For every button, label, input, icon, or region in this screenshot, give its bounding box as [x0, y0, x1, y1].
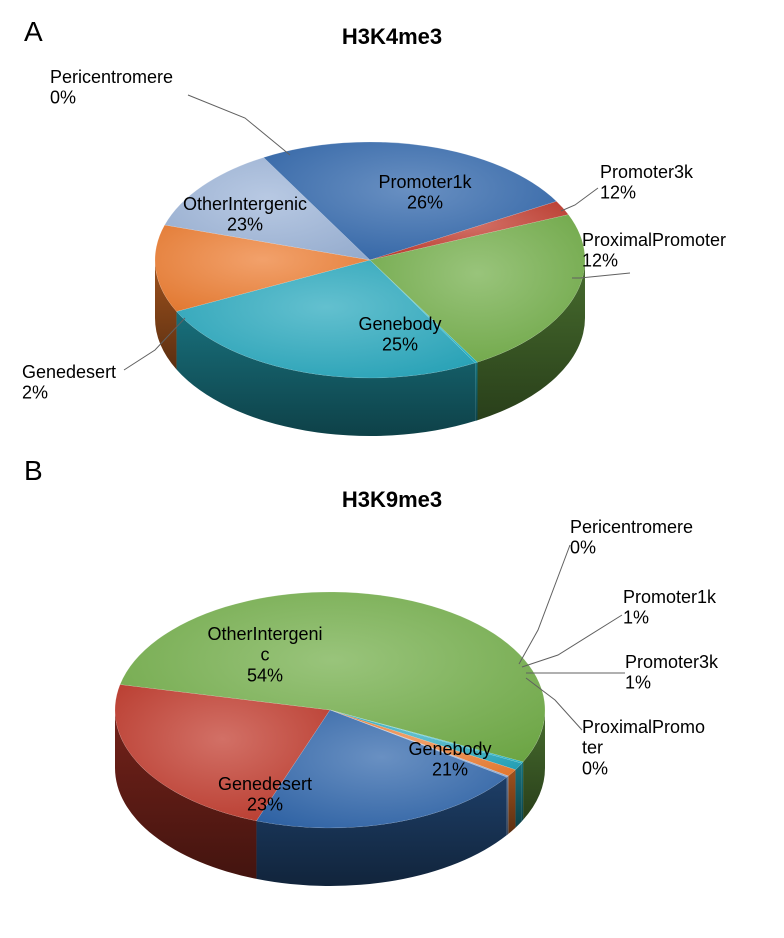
pie-top-faces — [115, 592, 545, 828]
leader-promoter3k — [561, 188, 598, 211]
label-promoter1k: Promoter1k1% — [623, 587, 717, 628]
pie-side-pericentromere — [522, 762, 523, 821]
pie-svg: Genedesert23%OtherIntergenic54%Pericentr… — [0, 455, 784, 910]
pie-side-proximalpromoter — [507, 776, 509, 835]
panel-a: AH3K4me3Pericentromere0%Promoter1k26%Pro… — [0, 10, 784, 455]
pie-top-faces — [155, 142, 585, 378]
leader-promoter1k — [522, 615, 622, 667]
label-promoter3k: Promoter3k1% — [625, 652, 719, 693]
pie-chart: Genedesert23%OtherIntergenic54%Pericentr… — [0, 455, 784, 910]
pie-side-pericentromere — [475, 362, 477, 421]
label-pericentromere: Pericentromere0% — [570, 517, 693, 558]
pie-side-promoter1k — [515, 763, 521, 827]
leader-pericentromere — [188, 95, 290, 155]
pie-chart: Pericentromere0%Promoter1k26%Promoter3k1… — [0, 10, 784, 455]
label-proximalpromoter: ProximalPromoter12% — [582, 230, 726, 271]
pie-svg: Pericentromere0%Promoter1k26%Promoter3k1… — [0, 10, 784, 455]
label-genedesert: Genedesert2% — [22, 362, 116, 403]
label-promoter3k: Promoter3k12% — [600, 162, 694, 203]
label-proximalpromoter: ProximalPromoter0% — [582, 717, 705, 778]
leader-pericentromere — [519, 545, 570, 664]
panel-b: BH3K9me3Genedesert23%OtherIntergenic54%P… — [0, 455, 784, 910]
label-pericentromere: Pericentromere0% — [50, 67, 173, 108]
pie-side-promoter3k — [508, 770, 515, 834]
page: AH3K4me3Pericentromere0%Promoter1k26%Pro… — [0, 0, 784, 930]
